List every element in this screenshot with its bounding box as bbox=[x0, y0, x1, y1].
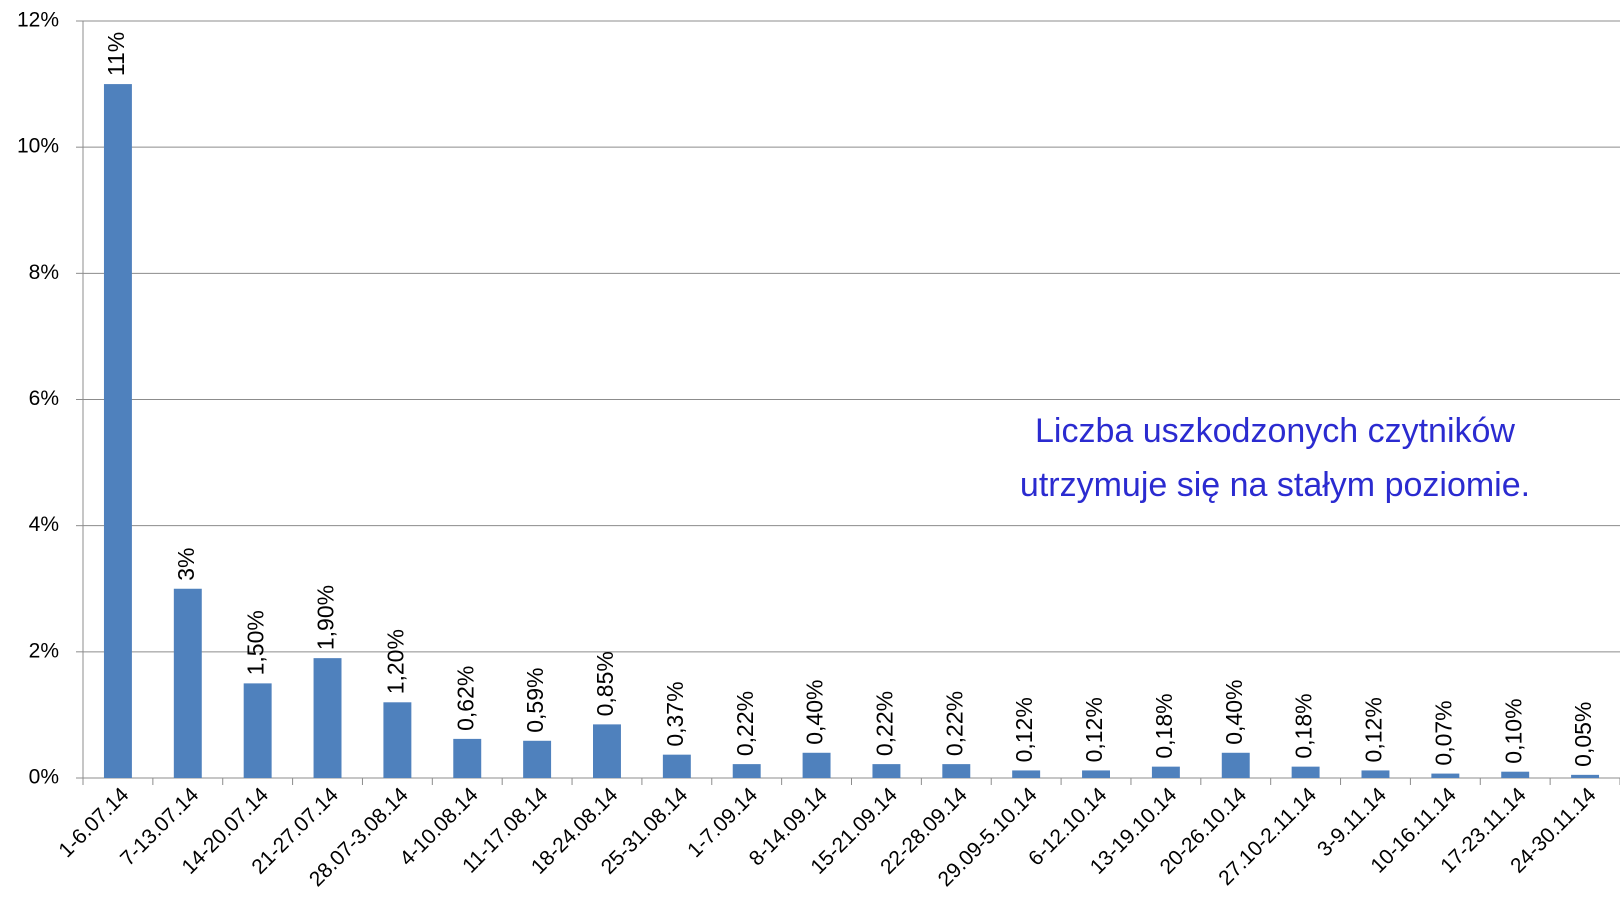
value-label: 1,90% bbox=[313, 585, 339, 650]
value-label: 0,18% bbox=[1151, 693, 1177, 758]
annotation: utrzymuje się na stałym poziomie. bbox=[1020, 466, 1530, 504]
y-tick-label: 4% bbox=[29, 513, 59, 536]
bar bbox=[732, 764, 761, 778]
bar bbox=[383, 702, 412, 778]
value-label: 0,40% bbox=[1221, 680, 1247, 745]
value-label: 0,85% bbox=[592, 651, 618, 716]
value-label: 0,40% bbox=[802, 680, 828, 745]
y-tick-label: 8% bbox=[29, 261, 59, 284]
bar bbox=[453, 738, 482, 778]
value-label: 1,50% bbox=[243, 610, 269, 675]
bar bbox=[593, 724, 621, 778]
value-label: 0,22% bbox=[941, 691, 967, 756]
value-label: 0,12% bbox=[1361, 697, 1387, 762]
y-tick-label: 0% bbox=[29, 766, 59, 789]
bar bbox=[662, 754, 691, 778]
bar bbox=[802, 752, 831, 778]
value-label: 0,62% bbox=[452, 666, 478, 731]
annotation: Liczba uszkodzonych czytników bbox=[1035, 412, 1515, 450]
value-label: 0,12% bbox=[1011, 697, 1037, 762]
value-label: 0,18% bbox=[1291, 693, 1317, 758]
value-label: 0,59% bbox=[522, 668, 548, 733]
bar bbox=[313, 658, 342, 778]
bar bbox=[1082, 770, 1110, 778]
value-label: 0,12% bbox=[1081, 697, 1107, 762]
bar bbox=[243, 683, 272, 778]
bar bbox=[523, 740, 552, 778]
bar bbox=[1361, 770, 1390, 778]
value-label: 0,37% bbox=[662, 681, 688, 746]
bar bbox=[103, 84, 132, 779]
bar bbox=[942, 764, 971, 778]
value-label: 0,10% bbox=[1500, 698, 1526, 763]
value-label: 0,05% bbox=[1570, 702, 1596, 767]
value-label: 3% bbox=[173, 548, 199, 581]
y-tick-label: 12% bbox=[17, 9, 59, 32]
bar bbox=[872, 764, 901, 778]
y-tick-label: 6% bbox=[29, 387, 59, 410]
value-label: 0,22% bbox=[732, 691, 758, 756]
bar bbox=[1221, 752, 1250, 778]
value-label: 11% bbox=[103, 32, 129, 76]
bar bbox=[1151, 766, 1180, 778]
bar bbox=[173, 588, 202, 778]
bar bbox=[1012, 770, 1041, 778]
value-label: 0,07% bbox=[1430, 700, 1456, 765]
y-tick-label: 10% bbox=[17, 135, 59, 158]
bar bbox=[1501, 771, 1530, 778]
bar bbox=[1571, 774, 1600, 778]
bar bbox=[1431, 773, 1460, 778]
value-label: 1,20% bbox=[382, 629, 408, 694]
bar bbox=[1291, 766, 1320, 778]
value-label: 0,22% bbox=[872, 691, 898, 756]
y-tick-label: 2% bbox=[29, 639, 59, 662]
